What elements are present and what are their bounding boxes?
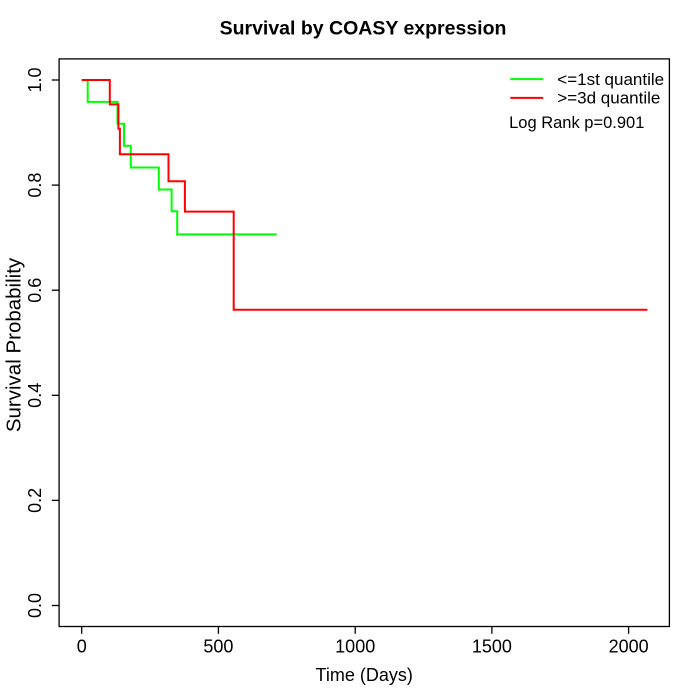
svg-text:0.8: 0.8 <box>25 173 45 198</box>
svg-text:500: 500 <box>203 637 233 657</box>
svg-text:Survival Probability: Survival Probability <box>3 257 26 432</box>
svg-text:0.4: 0.4 <box>25 383 45 408</box>
svg-text:Time (Days): Time (Days) <box>316 665 413 685</box>
svg-text:2000: 2000 <box>609 637 649 657</box>
svg-text:0.0: 0.0 <box>25 593 45 618</box>
svg-text:<=1st quantile: <=1st quantile <box>557 70 664 89</box>
svg-text:Log Rank p=0.901: Log Rank p=0.901 <box>509 114 644 132</box>
svg-text:0: 0 <box>77 637 87 657</box>
svg-text:1500: 1500 <box>472 637 512 657</box>
svg-text:1.0: 1.0 <box>25 67 45 92</box>
svg-text:0.6: 0.6 <box>25 278 45 303</box>
svg-text:0.2: 0.2 <box>25 488 45 513</box>
svg-text:>=3d quantile: >=3d quantile <box>557 89 660 108</box>
svg-text:1000: 1000 <box>335 637 375 657</box>
svg-text:Survival by COASY expression: Survival by COASY expression <box>220 18 507 40</box>
